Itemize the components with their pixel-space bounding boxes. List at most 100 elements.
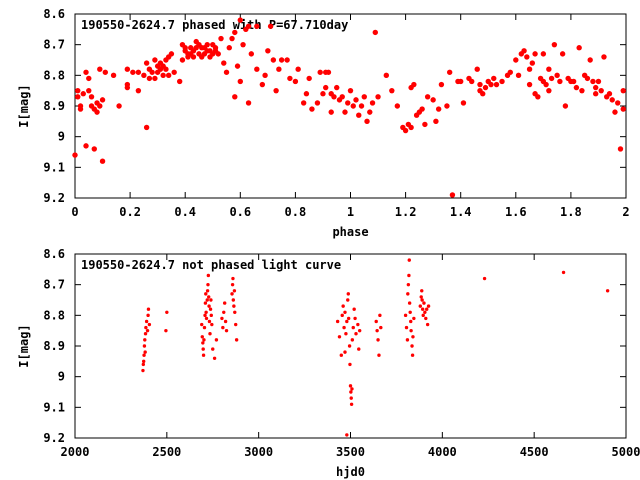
unphased-data-point bbox=[231, 298, 236, 302]
unphased-data-point bbox=[221, 325, 225, 330]
unphased-data-point bbox=[141, 362, 146, 367]
phased-data-point bbox=[86, 75, 92, 82]
unphased-data-point bbox=[211, 347, 215, 351]
phased-data-point bbox=[590, 78, 596, 85]
phased-data-point bbox=[141, 72, 147, 79]
phased-data-point bbox=[165, 72, 172, 79]
phased-x-axis-label: phase bbox=[332, 225, 368, 239]
unphased-data-point bbox=[405, 338, 410, 342]
unphased-data-point bbox=[224, 328, 229, 333]
phased-data-point bbox=[232, 29, 238, 36]
phased-data-point bbox=[270, 57, 277, 63]
unphased-data-point bbox=[357, 328, 362, 333]
phased-data-point bbox=[218, 35, 224, 42]
unphased-data-point bbox=[222, 301, 227, 305]
unphased-data-point bbox=[375, 328, 379, 333]
phased-data-point bbox=[215, 51, 221, 57]
unphased-data-point bbox=[349, 396, 353, 400]
unphased-data-point bbox=[379, 325, 383, 330]
unphased-data-point bbox=[345, 433, 349, 437]
phased-y-tick-label: 8.9 bbox=[43, 99, 65, 113]
phased-x-tick-label: 0.8 bbox=[285, 205, 307, 219]
phased-y-tick-label: 8.8 bbox=[43, 68, 65, 82]
phased-data-point bbox=[75, 87, 81, 94]
phased-data-point bbox=[609, 97, 615, 103]
phased-data-point bbox=[389, 87, 395, 94]
phased-data-point bbox=[546, 87, 552, 94]
unphased-data-point bbox=[207, 295, 211, 299]
phased-x-tick-label: 1 bbox=[347, 205, 354, 219]
phased-data-point bbox=[587, 57, 593, 63]
unphased-data-point bbox=[339, 353, 344, 357]
unphased-data-point bbox=[200, 322, 204, 327]
unphased-data-point bbox=[351, 325, 355, 330]
phased-data-point bbox=[190, 54, 197, 60]
unphased-data-point bbox=[406, 292, 410, 296]
unphased-data-point bbox=[233, 310, 237, 314]
unphased-y-tick-label: 9.1 bbox=[43, 400, 65, 414]
unphased-data-point bbox=[407, 273, 411, 278]
phased-data-point bbox=[526, 66, 533, 72]
phased-data-point bbox=[303, 91, 310, 97]
phased-data-point bbox=[342, 109, 348, 115]
phased-data-point bbox=[576, 45, 582, 51]
unphased-data-point bbox=[409, 319, 413, 324]
phased-data-point bbox=[383, 72, 390, 79]
unphased-data-point bbox=[352, 307, 356, 311]
unphased-data-point bbox=[353, 316, 357, 321]
unphased-data-point bbox=[411, 335, 415, 339]
unphased-data-point bbox=[144, 325, 148, 330]
phased-x-tick-label: 0.2 bbox=[119, 205, 141, 219]
unphased-data-point bbox=[145, 328, 150, 333]
phased-data-point bbox=[435, 106, 442, 112]
unphased-chart-title: 190550-2624.7 not phased light curve bbox=[81, 258, 341, 272]
phased-x-tick-label: 0 bbox=[71, 205, 78, 219]
phased-data-point bbox=[245, 23, 252, 29]
phased-y-tick-label: 9.1 bbox=[43, 160, 65, 174]
phased-data-point bbox=[254, 23, 260, 29]
unphased-data-point bbox=[340, 313, 344, 318]
unphased-data-point bbox=[422, 301, 426, 305]
phased-data-point bbox=[361, 94, 367, 100]
phased-data-point bbox=[559, 51, 566, 57]
unphased-data-point bbox=[203, 313, 207, 318]
unphased-y-tick-label: 8.6 bbox=[43, 247, 65, 261]
phased-data-point bbox=[97, 103, 103, 109]
phased-data-point bbox=[507, 69, 513, 75]
phased-data-point bbox=[146, 75, 153, 82]
phased-data-point bbox=[543, 81, 549, 88]
phased-data-point bbox=[579, 87, 585, 94]
unphased-data-point bbox=[201, 353, 206, 357]
phased-data-point bbox=[422, 121, 428, 128]
phased-data-point bbox=[620, 106, 626, 112]
phased-x-tick-label: 1.2 bbox=[395, 205, 417, 219]
unphased-data-point bbox=[204, 316, 209, 321]
phased-data-point bbox=[372, 29, 378, 36]
phased-data-point bbox=[446, 69, 453, 75]
phased-data-point bbox=[130, 69, 136, 75]
unphased-data-point bbox=[231, 276, 235, 281]
phased-data-point bbox=[124, 66, 131, 72]
unphased-data-point bbox=[222, 310, 226, 314]
phased-data-point bbox=[353, 97, 359, 103]
unphased-data-point bbox=[421, 313, 425, 318]
phased-y-tick-label: 9 bbox=[58, 130, 65, 144]
phased-data-point bbox=[88, 94, 95, 100]
phased-data-point bbox=[232, 94, 238, 100]
unphased-y-tick-label: 9 bbox=[58, 370, 65, 384]
unphased-data-point bbox=[605, 289, 610, 293]
unphased-data-point bbox=[374, 319, 378, 324]
unphased-data-point bbox=[209, 298, 213, 302]
phased-data-point bbox=[347, 87, 354, 94]
unphased-y-tick-label: 8.9 bbox=[43, 339, 65, 353]
phased-data-point bbox=[163, 66, 169, 72]
phased-data-point bbox=[493, 81, 500, 88]
phased-data-point bbox=[91, 146, 97, 152]
phased-data-point bbox=[234, 63, 241, 69]
phased-data-point bbox=[292, 78, 299, 85]
phased-data-point bbox=[72, 152, 78, 158]
phased-data-point bbox=[97, 66, 103, 72]
unphased-data-point bbox=[403, 313, 408, 318]
phased-data-point bbox=[480, 91, 486, 97]
